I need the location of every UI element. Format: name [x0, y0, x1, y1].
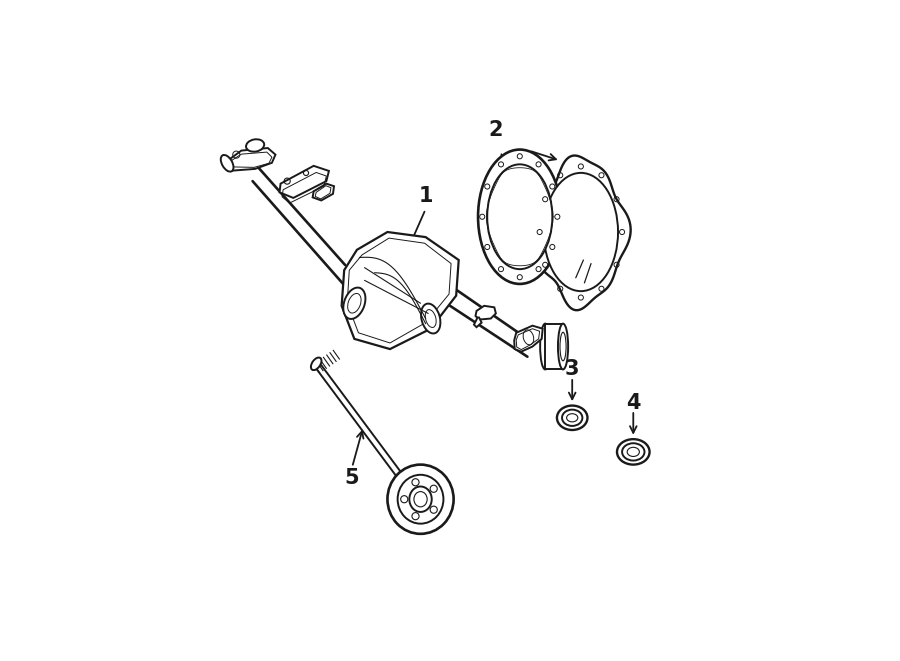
Text: 4: 4 — [626, 393, 641, 412]
Ellipse shape — [421, 303, 440, 333]
Ellipse shape — [343, 288, 365, 319]
Polygon shape — [535, 155, 631, 310]
Polygon shape — [450, 286, 527, 357]
Polygon shape — [312, 184, 334, 200]
Polygon shape — [474, 317, 482, 327]
Polygon shape — [514, 326, 543, 352]
Text: 2: 2 — [489, 120, 503, 140]
Ellipse shape — [246, 139, 265, 152]
Text: 1: 1 — [418, 186, 433, 206]
Polygon shape — [316, 365, 410, 488]
Text: 3: 3 — [565, 360, 580, 379]
Polygon shape — [280, 166, 328, 198]
Polygon shape — [250, 158, 346, 288]
Polygon shape — [404, 484, 423, 492]
Polygon shape — [475, 306, 496, 319]
Ellipse shape — [617, 439, 650, 465]
Polygon shape — [545, 324, 563, 369]
Ellipse shape — [220, 155, 233, 172]
Text: 5: 5 — [345, 467, 359, 488]
Ellipse shape — [387, 465, 454, 534]
Ellipse shape — [557, 406, 588, 430]
Ellipse shape — [558, 324, 568, 369]
Ellipse shape — [310, 358, 321, 370]
Ellipse shape — [487, 165, 553, 269]
Ellipse shape — [398, 475, 444, 524]
Ellipse shape — [562, 410, 582, 426]
Polygon shape — [342, 232, 459, 349]
Polygon shape — [226, 148, 275, 171]
Ellipse shape — [622, 444, 644, 461]
Ellipse shape — [540, 324, 550, 369]
Ellipse shape — [478, 149, 562, 284]
Ellipse shape — [410, 486, 432, 512]
Ellipse shape — [544, 173, 618, 291]
